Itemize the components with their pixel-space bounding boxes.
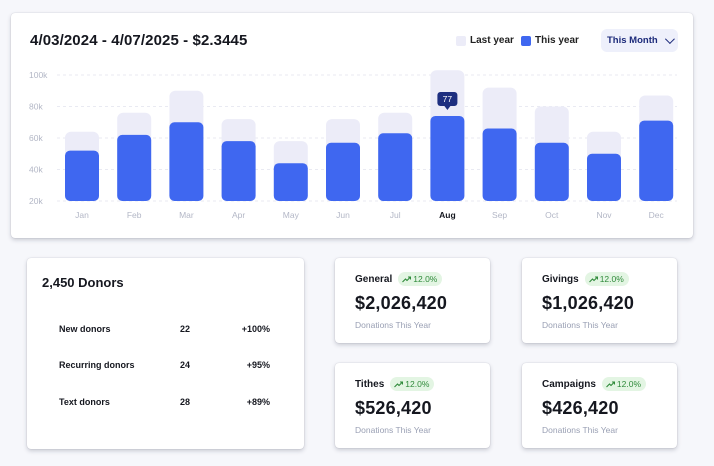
bar-this-year [639,120,674,201]
x-tick-label: Sep [492,210,507,220]
period-dropdown-label: This Month [607,35,658,46]
x-tick-label: Oct [545,210,559,220]
legend-this-year[interactable]: This year [521,35,579,46]
donors-card: 2,450 Donors New donors 22 +100% Recurri… [27,258,304,449]
stat-card-campaigns: Campaigns 12.0% $426,420 Donations This … [522,363,677,448]
stat-subtitle: Donations This Year [355,320,431,330]
growth-badge: 12.0% [398,272,443,286]
growth-badge-value: 12.0% [405,379,430,389]
legend-last-year-label: Last year [470,35,514,46]
stat-subtitle: Donations This Year [355,425,431,435]
stat-subtitle: Donations This Year [542,320,618,330]
stat-card-general: General 12.0% $2,026,420 Donations This … [335,258,490,343]
bar-this-year [587,153,621,201]
y-tick-label: 80k [29,102,43,112]
x-tick-label: Aug [439,210,456,220]
legend-this-year-label: This year [535,35,579,46]
donors-title: 2,450 Donors [42,275,124,290]
donor-row-recurring: Recurring donors 24 +95% [27,360,304,374]
x-tick-label: Jul [390,210,401,220]
stat-value: $426,420 [542,398,619,418]
growth-badge-value: 12.0% [616,379,642,389]
bar-this-year [273,163,308,201]
tooltip-box [437,91,458,106]
donor-row-new: New donors 22 +100% [27,324,304,338]
chart-title: 4/03/2024 - 4/07/2025 - $2.3445 [30,32,248,49]
bar-this-year [378,133,413,201]
growth-badge-value: 12.0% [599,274,624,284]
stat-name: Tithes [355,378,385,390]
growth-badge: 12.0% [601,377,647,391]
legend-last-year-swatch [456,35,466,46]
x-tick-label: Jan [75,210,89,220]
donor-row-label: New donors [59,324,111,334]
donor-row-change: +89% [246,397,270,407]
x-tick-label: Dec [649,210,665,220]
stat-value: $1,026,420 [542,293,635,313]
x-tick-label: May [283,210,300,220]
donor-row-label: Text donors [59,397,110,407]
x-tick-label: Jun [336,210,350,220]
x-tick-label: Mar [179,210,194,220]
x-tick-label: Nov [596,210,612,220]
stat-value: $526,420 [355,398,432,418]
trending-up-icon [402,275,412,282]
bar-this-year [326,142,360,201]
y-tick-label: 100k [29,70,48,80]
y-tick-label: 60k [29,133,43,143]
stat-card-tithes: Tithes 12.0% $526,420 Donations This Yea… [335,363,490,448]
trending-up-icon [588,275,598,282]
donor-row-count: 24 [180,360,191,370]
x-tick-label: Apr [232,210,245,220]
donations-chart-card: 4/03/2024 - 4/07/2025 - $2.3445 Last yea… [11,13,693,238]
donor-row-label: Recurring donors [59,360,135,370]
period-dropdown[interactable]: This Month [601,29,678,52]
bar-this-year [430,115,465,201]
legend-this-year-swatch [521,35,531,46]
bar-this-year [221,141,256,201]
tooltip-pointer [444,105,451,110]
stat-name: General [355,273,393,285]
trending-up-icon [394,380,404,387]
stat-name: Givings [542,273,579,285]
bar-this-year [534,142,569,201]
trending-up-icon [606,380,615,387]
x-tick-label: Feb [127,210,142,220]
bar-this-year [65,150,99,201]
y-tick-label: 20k [29,196,43,206]
stat-subtitle: Donations This Year [542,425,618,435]
growth-badge-value: 12.0% [413,274,438,284]
donor-row-change: +95% [246,360,270,370]
bar-this-year [482,128,517,201]
donor-row-count: 28 [180,397,191,407]
stat-value: $2,026,420 [355,293,448,313]
bar-this-year [169,122,204,201]
growth-badge: 12.0% [584,272,629,286]
legend-last-year[interactable]: Last year [456,35,514,46]
y-tick-label: 40k [29,165,43,175]
stat-card-givings: Givings 12.0% $1,026,420 Donations This … [522,258,677,343]
donor-row-count: 22 [180,324,191,334]
donor-row-text: Text donors 28 +89% [27,397,304,411]
donor-row-change: +100% [241,324,270,334]
growth-badge: 12.0% [390,377,435,391]
bar-this-year [117,134,152,201]
tooltip-value: 77 [443,94,453,104]
bar-chart: 100k 80k 60k 40k 20k Jan Feb Mar Apr May Jun Jul Aug… [29,70,677,220]
stat-name: Campaigns [542,378,596,390]
